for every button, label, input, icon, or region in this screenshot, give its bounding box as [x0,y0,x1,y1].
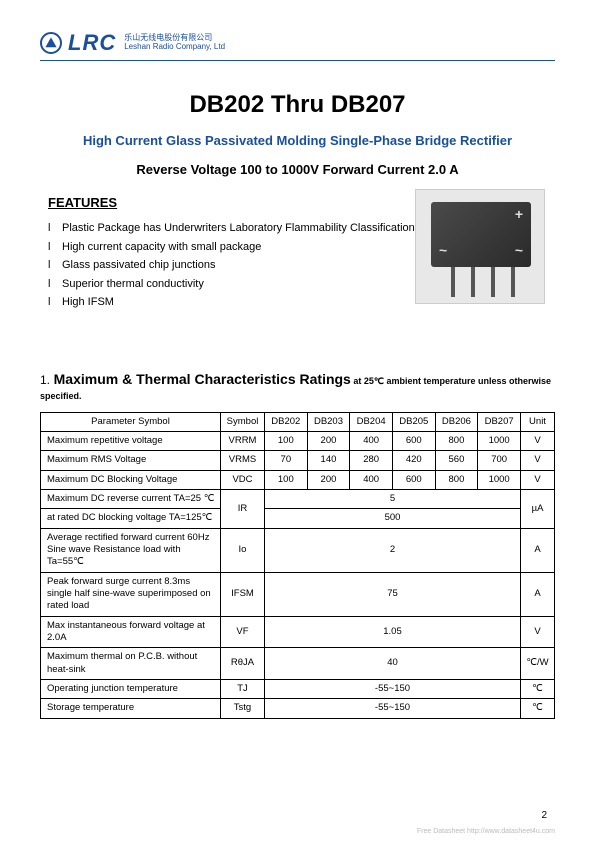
ratings-table: Parameter Symbol Symbol DB202 DB203 DB20… [40,412,555,719]
logo-icon [40,32,62,54]
table-row: Maximum DC Blocking Voltage VDC 10020040… [41,470,555,489]
table-row: at rated DC blocking voltage TA=125℃ 500 [41,509,555,528]
feature-text: Glass passivated chip junctions [62,257,215,274]
company-block: 乐山无线电股份有限公司 Leshan Radio Company, Ltd [124,34,225,52]
col-db206: DB206 [435,412,478,431]
page-subtitle: High Current Glass Passivated Molding Si… [40,133,555,148]
table-row: Average rectified forward current 60Hz S… [41,528,555,572]
table-row: Peak forward surge current 8.3ms single … [41,572,555,616]
feature-text: Plastic Package has Underwriters Laborat… [62,220,447,237]
col-param: Parameter Symbol [41,412,221,431]
col-unit: Unit [521,412,555,431]
table-row: Max instantaneous forward voltage at 2.0… [41,616,555,648]
table-row: Maximum DC reverse current TA=25 ℃ IR 5 … [41,489,555,508]
brand-name: LRC [68,30,116,56]
table-row: Storage temperature Tstg -55~150 ℃ [41,699,555,718]
features-section: FEATURES lPlastic Package has Underwrite… [40,195,555,311]
spec-line: Reverse Voltage 100 to 1000V Forward Cur… [40,162,555,177]
footer-text: Free Datasheet http://www.datasheet4u.co… [417,828,555,835]
section-title: Maximum & Thermal Characteristics Rating… [54,371,351,387]
feature-text: High current capacity with small package [62,239,261,256]
page-number: 2 [541,810,547,821]
feature-text: Superior thermal conductivity [62,276,204,293]
section-heading: 1. Maximum & Thermal Characteristics Rat… [40,371,555,402]
col-db204: DB204 [350,412,393,431]
table-row: Maximum repetitive voltage VRRM 10020040… [41,431,555,450]
table-header-row: Parameter Symbol Symbol DB202 DB203 DB20… [41,412,555,431]
page-title: DB202 Thru DB207 [40,91,555,119]
col-db203: DB203 [307,412,350,431]
page-header: LRC 乐山无线电股份有限公司 Leshan Radio Company, Lt… [40,30,555,61]
col-symbol: Symbol [221,412,265,431]
col-db205: DB205 [392,412,435,431]
table-row: Maximum thermal on P.C.B. without heat-s… [41,648,555,680]
component-photo: + ~ ~ [415,189,545,304]
table-row: Operating junction temperature TJ -55~15… [41,680,555,699]
table-row: Maximum RMS Voltage VRMS 701402804205607… [41,451,555,470]
company-en: Leshan Radio Company, Ltd [124,43,225,52]
col-db207: DB207 [478,412,521,431]
feature-text: High IFSM [62,294,114,311]
col-db202: DB202 [265,412,308,431]
section-number: 1. [40,373,50,387]
